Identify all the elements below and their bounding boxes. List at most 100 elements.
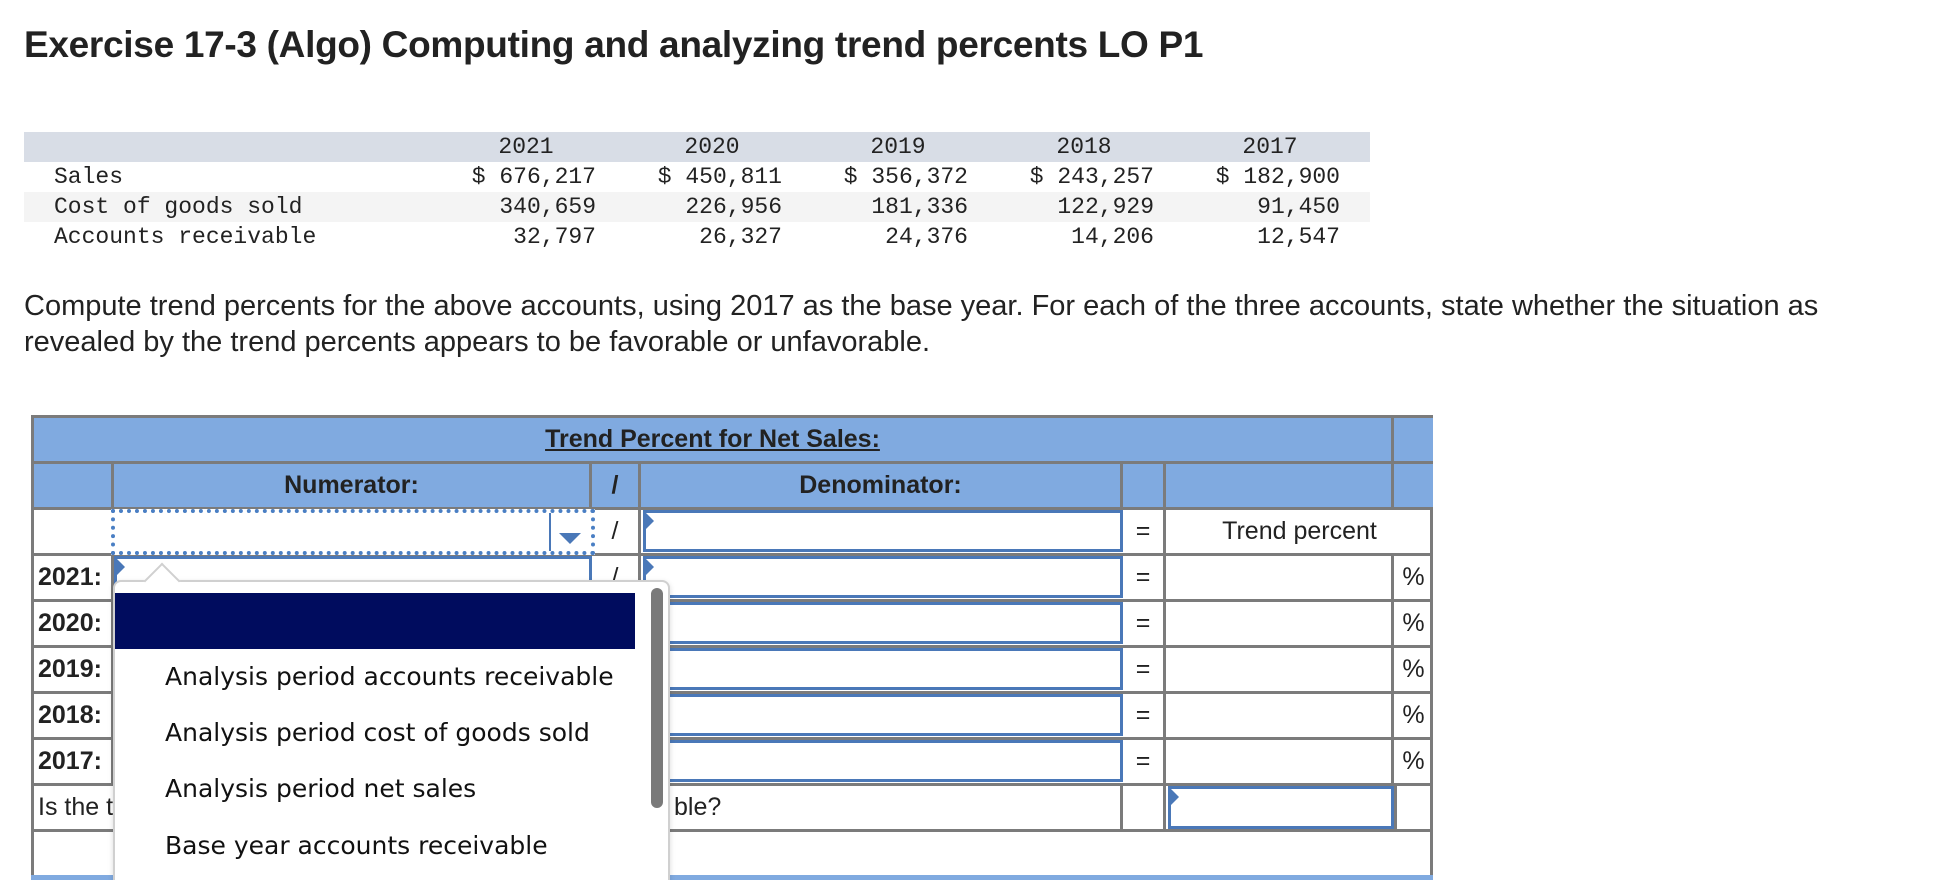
table-bottom-band <box>31 875 1433 880</box>
financial-data-table: 2021 2020 2019 2018 2017 Sales $ 676,217… <box>24 132 1370 252</box>
caption-row: Trend Percent for Net Sales: <box>34 418 1433 464</box>
numerator-header-cell: Numerator: <box>114 464 592 507</box>
blank-cell <box>1123 786 1166 829</box>
equals-header-cell <box>1123 464 1166 507</box>
slash-cell: / <box>592 510 641 553</box>
cell-value: $ 243,257 <box>1029 164 1154 190</box>
denominator-select[interactable] <box>643 510 1123 552</box>
blank-cell <box>1394 786 1433 829</box>
year-label: 2021: <box>34 556 114 599</box>
equals-symbol: = <box>1135 655 1151 683</box>
year-header-cell <box>34 464 114 507</box>
slash-cell: / <box>592 556 641 599</box>
question-cell: Is the t ble? <box>34 786 1123 829</box>
year-label: 2019: <box>34 648 114 691</box>
year-header: 2021 <box>498 134 554 160</box>
blank-cell <box>34 510 114 553</box>
cell-value: 12,547 <box>1257 224 1340 250</box>
row-label: Sales <box>54 164 124 190</box>
input-flag-icon <box>116 558 125 576</box>
equals-symbol: = <box>1135 747 1151 775</box>
cell-value: 32,797 <box>513 224 596 250</box>
trend-percent-input-2020[interactable] <box>1166 602 1394 645</box>
cell-value: $ 182,900 <box>1215 164 1340 190</box>
percent-sign: % <box>1402 655 1425 683</box>
percent-cell: % <box>1394 694 1433 737</box>
trend-label-cell: Trend percent <box>1166 510 1433 553</box>
table-row-2021: 2021: / = % <box>34 556 1433 602</box>
cell-value: 24,376 <box>885 224 968 250</box>
percent-cell: % <box>1394 648 1433 691</box>
input-flag-icon <box>1170 788 1179 806</box>
year-label: 2020: <box>34 602 114 645</box>
favorability-question-row: Is the t ble? <box>34 786 1433 832</box>
cell-value: 26,327 <box>699 224 782 250</box>
percent-cell: % <box>1394 602 1433 645</box>
percent-sign: % <box>1402 609 1425 637</box>
cell-value: 91,450 <box>1257 194 1340 220</box>
year-label: 2018: <box>34 694 114 737</box>
trend-percent-input-2021[interactable] <box>1166 556 1394 599</box>
slash-symbol: / <box>611 471 619 499</box>
year-header: 2019 <box>870 134 926 160</box>
cell-value: 14,206 <box>1071 224 1154 250</box>
data-table-header: 2021 2020 2019 2018 2017 <box>24 132 1370 162</box>
denominator-input-2019[interactable] <box>643 648 1123 690</box>
trend-percent-input-2018[interactable] <box>1166 694 1394 737</box>
trend-percent-input-2017[interactable] <box>1166 740 1394 783</box>
percent-sign: % <box>1402 563 1425 591</box>
denominator-input-2018[interactable] <box>643 694 1123 736</box>
table-row-sales: Sales $ 676,217 $ 450,811 $ 356,372 $ 24… <box>24 162 1370 192</box>
chevron-down-icon[interactable] <box>559 533 581 544</box>
equals-cell: = <box>1123 740 1166 783</box>
table-row-cogs: Cost of goods sold 340,659 226,956 181,3… <box>24 192 1370 222</box>
equals-cell: = <box>1123 694 1166 737</box>
percent-cell: % <box>1394 556 1433 599</box>
cell-value: 181,336 <box>871 194 968 220</box>
trend-header-cell <box>1166 464 1394 507</box>
trend-percent-input-2019[interactable] <box>1166 648 1394 691</box>
denominator-header: Denominator: <box>799 471 962 499</box>
question-text-left: Is the t <box>38 793 114 821</box>
equals-cell: = <box>1123 556 1166 599</box>
formula-row: / = Trend percent <box>34 509 1433 556</box>
denominator-input-2021[interactable] <box>643 556 1123 598</box>
dropdown-option[interactable]: Analysis period net sales <box>165 774 477 803</box>
numerator-header: Numerator: <box>284 471 419 499</box>
cell-value: $ 450,811 <box>657 164 782 190</box>
page-title: Exercise 17-3 (Algo) Computing and analy… <box>24 24 1204 65</box>
column-header-row: Numerator: / Denominator: <box>34 464 1433 510</box>
slash-symbol: / <box>611 563 619 591</box>
caption-cell: Trend Percent for Net Sales: <box>34 418 1394 461</box>
year-header: 2017 <box>1242 134 1298 160</box>
dropdown-option-blank-highlighted[interactable] <box>115 593 635 649</box>
percent-sign: % <box>1402 701 1425 729</box>
year-header: 2018 <box>1056 134 1112 160</box>
numerator-select[interactable] <box>111 509 595 555</box>
slash-header-cell: / <box>592 464 641 507</box>
denominator-input-2017[interactable] <box>643 740 1123 782</box>
cell-value: 340,659 <box>499 194 596 220</box>
percent-cell: % <box>1394 740 1433 783</box>
input-flag-icon <box>645 512 654 530</box>
row-label: Cost of goods sold <box>54 194 303 220</box>
equals-cell: = <box>1123 602 1166 645</box>
denominator-input-2020[interactable] <box>643 602 1123 644</box>
equals-symbol: = <box>1135 609 1151 637</box>
instructions-text: Compute trend percents for the above acc… <box>24 290 1819 358</box>
year-header: 2020 <box>684 134 740 160</box>
dropdown-scrollbar[interactable] <box>651 588 663 808</box>
cell-value: $ 676,217 <box>471 164 596 190</box>
dropdown-option[interactable]: Analysis period cost of goods sold <box>165 718 590 747</box>
cell-value: 226,956 <box>685 194 782 220</box>
numerator-dropdown-menu[interactable]: Analysis period accounts receivable Anal… <box>113 562 670 880</box>
input-flag-icon <box>645 558 654 576</box>
dropdown-option[interactable]: Base year accounts receivable <box>165 831 548 860</box>
equals-cell: = <box>1123 648 1166 691</box>
denominator-header-cell: Denominator: <box>641 464 1123 507</box>
select-divider <box>549 513 551 551</box>
equals-symbol: = <box>1135 517 1151 545</box>
cell-value: 122,929 <box>1057 194 1154 220</box>
dropdown-option[interactable]: Analysis period accounts receivable <box>165 662 614 691</box>
favorability-select[interactable] <box>1168 786 1394 829</box>
